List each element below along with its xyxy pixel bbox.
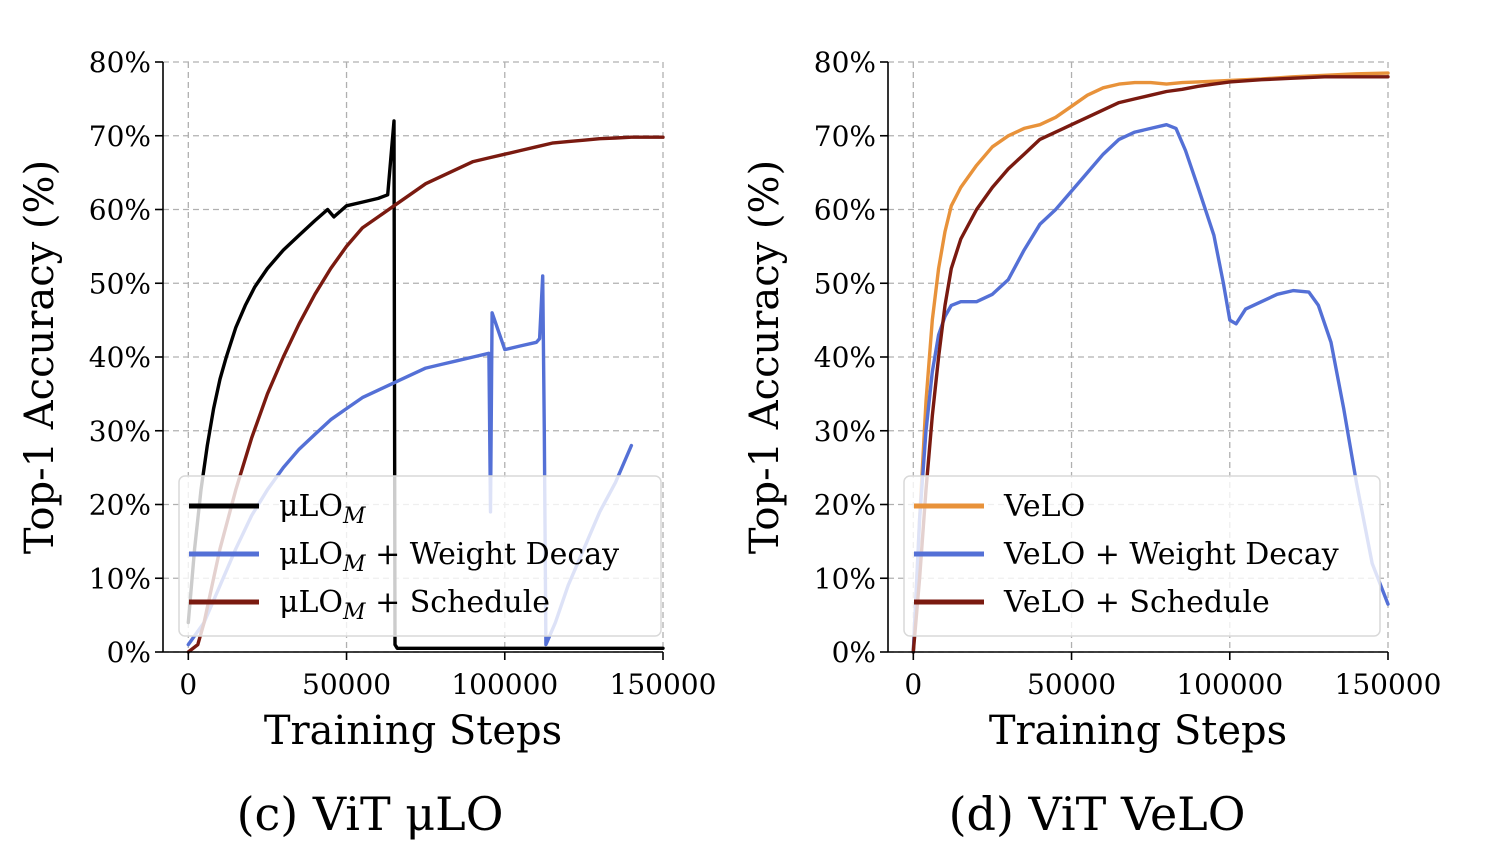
y-tick-label: 0% xyxy=(107,636,151,669)
legend-box xyxy=(178,475,662,637)
y-tick-label: 50% xyxy=(814,267,876,300)
chart-panel-velo: 0% 10% 20% 30% 40% 50% 60% 70% 80% 0 50000 100000 15… xyxy=(742,46,1441,841)
y-tick-label: 40% xyxy=(814,341,876,374)
x-tick-label: 0 xyxy=(904,668,922,701)
y-axis-label: Top-1 Accuracy (%) xyxy=(742,160,788,554)
y-tick-label: 10% xyxy=(814,562,876,595)
chart-caption: (d) ViT VeLO xyxy=(949,787,1246,841)
x-tick-label: 50000 xyxy=(1027,668,1116,701)
legend-label: μLOM + Schedule xyxy=(279,585,550,625)
legend-label: VeLO xyxy=(1003,489,1085,524)
legend-label: μLOM xyxy=(279,489,366,529)
y-tick-label: 60% xyxy=(89,194,151,227)
chart-panel-mulo: 0% 10% 20% 30% 40% 50% 60% 70% 80% 0 50000 100000 15… xyxy=(17,46,716,841)
legend-box xyxy=(903,475,1381,637)
chart-caption: (c) ViT μLO xyxy=(237,787,504,841)
legend: μLOM μLOM + Weight Decay μLOM + Schedule xyxy=(178,475,662,637)
series-line-2 xyxy=(186,135,665,654)
y-tick-label: 30% xyxy=(814,415,876,448)
y-tick-label: 10% xyxy=(89,562,151,595)
y-axis-label: Top-1 Accuracy (%) xyxy=(17,160,63,554)
x-tick-label: 150000 xyxy=(610,668,717,701)
x-tick-label: 100000 xyxy=(1176,668,1283,701)
x-axis-label: Training Steps xyxy=(264,708,562,754)
legend-label: VeLO + Weight Decay xyxy=(1003,537,1339,572)
series-line-1 xyxy=(911,123,1390,654)
y-tick-label: 20% xyxy=(814,489,876,522)
y-tick-label: 80% xyxy=(89,46,151,79)
series-line-1 xyxy=(186,274,634,647)
legend-label: VeLO + Schedule xyxy=(1003,585,1270,620)
y-tick-label: 40% xyxy=(89,341,151,374)
x-tick-label: 150000 xyxy=(1335,668,1442,701)
legend: VeLO VeLO + Weight Decay VeLO + Schedule xyxy=(903,475,1381,637)
x-tick-label: 50000 xyxy=(302,668,391,701)
series-line-2 xyxy=(911,75,1390,654)
y-tick-label: 50% xyxy=(89,267,151,300)
x-tick-label: 0 xyxy=(179,668,197,701)
y-tick-label: 0% xyxy=(832,636,876,669)
y-tick-label: 60% xyxy=(814,194,876,227)
x-axis-label: Training Steps xyxy=(989,708,1287,754)
y-tick-label: 30% xyxy=(89,415,151,448)
legend-label: μLOM + Weight Decay xyxy=(279,537,619,577)
y-tick-label: 70% xyxy=(814,120,876,153)
y-tick-label: 20% xyxy=(89,489,151,522)
y-tick-label: 80% xyxy=(814,46,876,79)
x-tick-label: 100000 xyxy=(451,668,558,701)
y-tick-label: 70% xyxy=(89,120,151,153)
series-line-0 xyxy=(186,119,665,650)
